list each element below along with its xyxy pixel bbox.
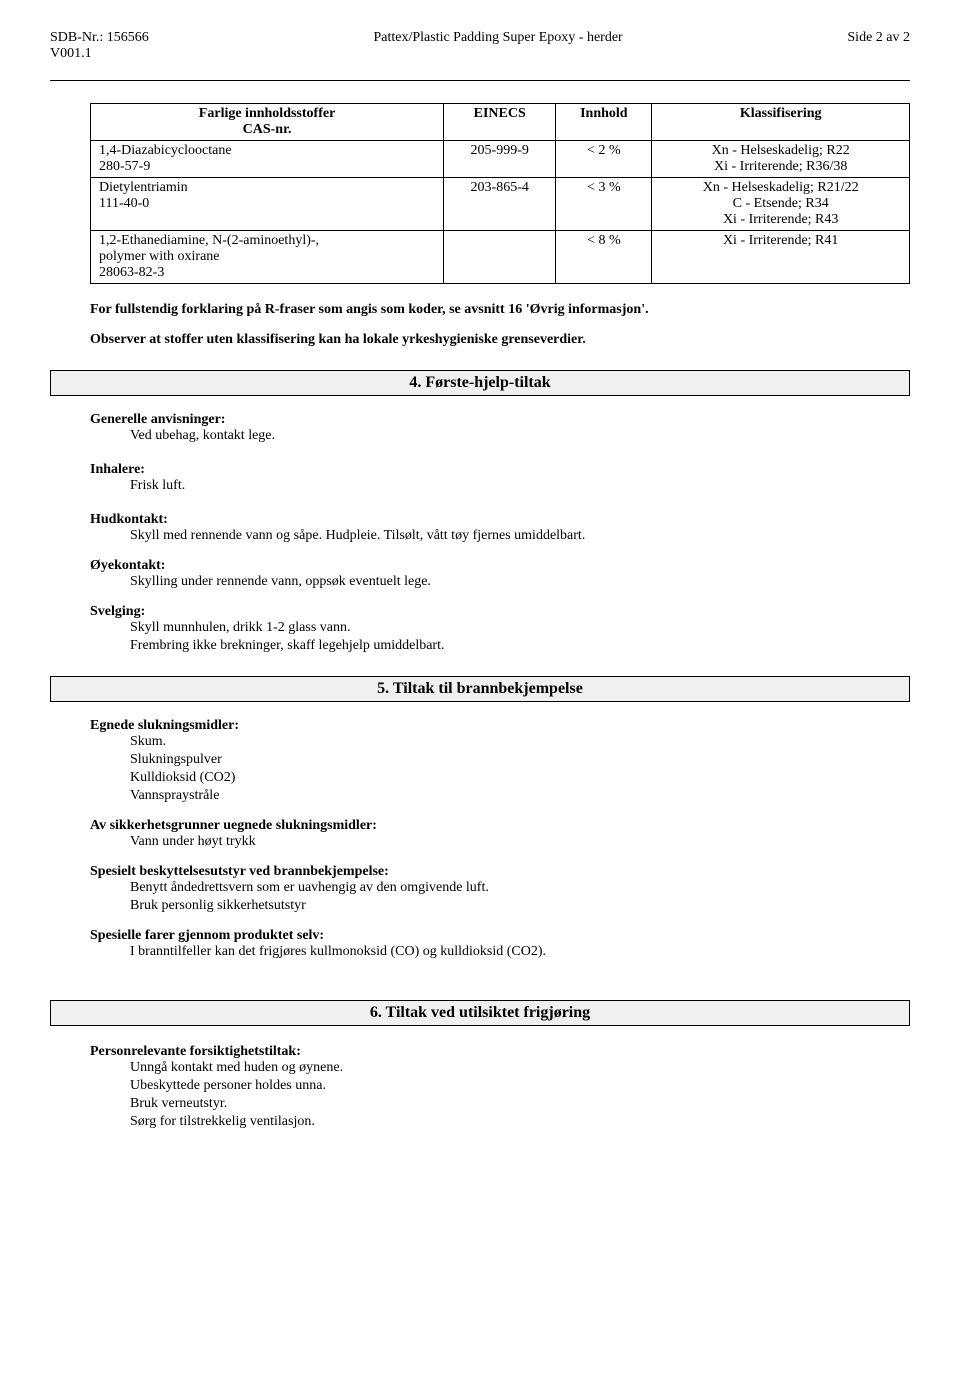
cell-substance: 1,2-Ethanediamine, N-(2-aminoethyl)-, po… bbox=[91, 231, 444, 284]
cell-text: 111-40-0 bbox=[99, 196, 435, 212]
body-text: Frembring ikke brekninger, skaff legehje… bbox=[90, 638, 910, 654]
cell-innhold: < 8 % bbox=[556, 231, 652, 284]
block-egnede: Egnede slukningsmidler: Skum. Slukningsp… bbox=[90, 718, 910, 804]
page-header: SDB-Nr.: 156566 V001.1 Pattex/Plastic Pa… bbox=[50, 30, 910, 62]
subhead: Inhalere: bbox=[90, 462, 910, 478]
cell-text: Dietylentriamin bbox=[99, 180, 435, 196]
block-uegnede: Av sikkerhetsgrunner uegnede slukningsmi… bbox=[90, 818, 910, 850]
cell-text: Xi - Irriterende; R36/38 bbox=[660, 159, 901, 175]
cell-substance: Dietylentriamin 111-40-0 bbox=[91, 178, 444, 231]
section-4-title: 4. Første-hjelp-tiltak bbox=[50, 370, 910, 396]
table-header-row: Farlige innholdsstoffer CAS-nr. EINECS I… bbox=[91, 104, 910, 141]
body-text: Vannspraystråle bbox=[90, 788, 910, 804]
block-inhalere: Inhalere: Frisk luft. bbox=[90, 462, 910, 494]
subhead: Spesielle farer gjennom produktet selv: bbox=[90, 928, 910, 944]
body-text: Skum. bbox=[90, 734, 910, 750]
cell-einecs: 203-865-4 bbox=[444, 178, 556, 231]
cell-innhold: < 3 % bbox=[556, 178, 652, 231]
cell-text: polymer with oxirane bbox=[99, 249, 435, 265]
block-hudkontakt: Hudkontakt: Skyll med rennende vann og s… bbox=[90, 512, 910, 544]
sdb-number: SDB-Nr.: 156566 bbox=[50, 30, 149, 46]
col-header-text: CAS-nr. bbox=[99, 122, 435, 138]
cell-einecs bbox=[444, 231, 556, 284]
cell-text: Xn - Helseskadelig; R22 bbox=[660, 143, 901, 159]
body-text: Sørg for tilstrekkelig ventilasjon. bbox=[90, 1114, 910, 1130]
cell-klass: Xn - Helseskadelig; R21/22 C - Etsende; … bbox=[652, 178, 910, 231]
cell-text: 280-57-9 bbox=[99, 159, 435, 175]
cell-text: Xi - Irriterende; R43 bbox=[660, 212, 901, 228]
subhead: Hudkontakt: bbox=[90, 512, 910, 528]
body-text: Ubeskyttede personer holdes unna. bbox=[90, 1078, 910, 1094]
cell-klass: Xi - Irriterende; R41 bbox=[652, 231, 910, 284]
body-text: Bruk personlig sikkerhetsutstyr bbox=[90, 898, 910, 914]
col-header-text: Farlige innholdsstoffer bbox=[99, 106, 435, 122]
subhead: Generelle anvisninger: bbox=[90, 412, 910, 428]
block-oyekontakt: Øyekontakt: Skylling under rennende vann… bbox=[90, 558, 910, 590]
block-person: Personrelevante forsiktighetstiltak: Unn… bbox=[90, 1044, 910, 1130]
block-svelging: Svelging: Skyll munnhulen, drikk 1-2 gla… bbox=[90, 604, 910, 654]
body-text: Skyll med rennende vann og såpe. Hudplei… bbox=[90, 528, 910, 544]
page-number: Side 2 av 2 bbox=[847, 30, 910, 62]
body-text: Unngå kontakt med huden og øynene. bbox=[90, 1060, 910, 1076]
col-substance: Farlige innholdsstoffer CAS-nr. bbox=[91, 104, 444, 141]
body-text: Vann under høyt trykk bbox=[90, 834, 910, 850]
col-innhold: Innhold bbox=[556, 104, 652, 141]
body-text: Skyll munnhulen, drikk 1-2 glass vann. bbox=[90, 620, 910, 636]
cell-klass: Xn - Helseskadelig; R22 Xi - Irriterende… bbox=[652, 141, 910, 178]
table-row: Dietylentriamin 111-40-0 203-865-4 < 3 %… bbox=[91, 178, 910, 231]
section-5-title: 5. Tiltak til brannbekjempelse bbox=[50, 676, 910, 702]
version: V001.1 bbox=[50, 46, 149, 62]
block-spesielt-utstyr: Spesielt beskyttelsesutstyr ved brannbek… bbox=[90, 864, 910, 914]
cell-text: 1,4-Diazabicyclooctane bbox=[99, 143, 435, 159]
body-text: Slukningspulver bbox=[90, 752, 910, 768]
cell-text: 1,2-Ethanediamine, N-(2-aminoethyl)-, bbox=[99, 233, 435, 249]
section-6-title: 6. Tiltak ved utilsiktet frigjøring bbox=[50, 1000, 910, 1026]
cell-einecs: 205-999-9 bbox=[444, 141, 556, 178]
body-text: Benytt åndedrettsvern som er uavhengig a… bbox=[90, 880, 910, 896]
body-text: I branntilfeller kan det frigjøres kullm… bbox=[90, 944, 910, 960]
header-left: SDB-Nr.: 156566 V001.1 bbox=[50, 30, 149, 62]
table-row: 1,4-Diazabicyclooctane 280-57-9 205-999-… bbox=[91, 141, 910, 178]
subhead: Spesielt beskyttelsesutstyr ved brannbek… bbox=[90, 864, 910, 880]
subhead: Egnede slukningsmidler: bbox=[90, 718, 910, 734]
block-generelle: Generelle anvisninger: Ved ubehag, konta… bbox=[90, 412, 910, 444]
body-text: Bruk verneutstyr. bbox=[90, 1096, 910, 1112]
cell-text: 28063-82-3 bbox=[99, 265, 435, 281]
body-text: Ved ubehag, kontakt lege. bbox=[90, 428, 910, 444]
header-divider bbox=[50, 80, 910, 81]
subhead: Personrelevante forsiktighetstiltak: bbox=[90, 1044, 910, 1060]
cell-text: Xn - Helseskadelig; R21/22 bbox=[660, 180, 901, 196]
cell-substance: 1,4-Diazabicyclooctane 280-57-9 bbox=[91, 141, 444, 178]
subhead: Øyekontakt: bbox=[90, 558, 910, 574]
subhead: Svelging: bbox=[90, 604, 910, 620]
block-spesielle-farer: Spesielle farer gjennom produktet selv: … bbox=[90, 928, 910, 960]
subhead: Av sikkerhetsgrunner uegnede slukningsmi… bbox=[90, 818, 910, 834]
cell-innhold: < 2 % bbox=[556, 141, 652, 178]
note-fullstendig: For fullstendig forklaring på R-fraser s… bbox=[90, 302, 910, 318]
col-klassifisering: Klassifisering bbox=[652, 104, 910, 141]
table-row: 1,2-Ethanediamine, N-(2-aminoethyl)-, po… bbox=[91, 231, 910, 284]
cell-text: C - Etsende; R34 bbox=[660, 196, 901, 212]
note-observer: Observer at stoffer uten klassifisering … bbox=[90, 332, 910, 348]
body-text: Kulldioksid (CO2) bbox=[90, 770, 910, 786]
cell-text: Xi - Irriterende; R41 bbox=[660, 233, 901, 249]
header-title: Pattex/Plastic Padding Super Epoxy - her… bbox=[149, 30, 848, 62]
body-text: Frisk luft. bbox=[90, 478, 910, 494]
ingredients-table: Farlige innholdsstoffer CAS-nr. EINECS I… bbox=[90, 103, 910, 284]
col-einecs: EINECS bbox=[444, 104, 556, 141]
body-text: Skylling under rennende vann, oppsøk eve… bbox=[90, 574, 910, 590]
